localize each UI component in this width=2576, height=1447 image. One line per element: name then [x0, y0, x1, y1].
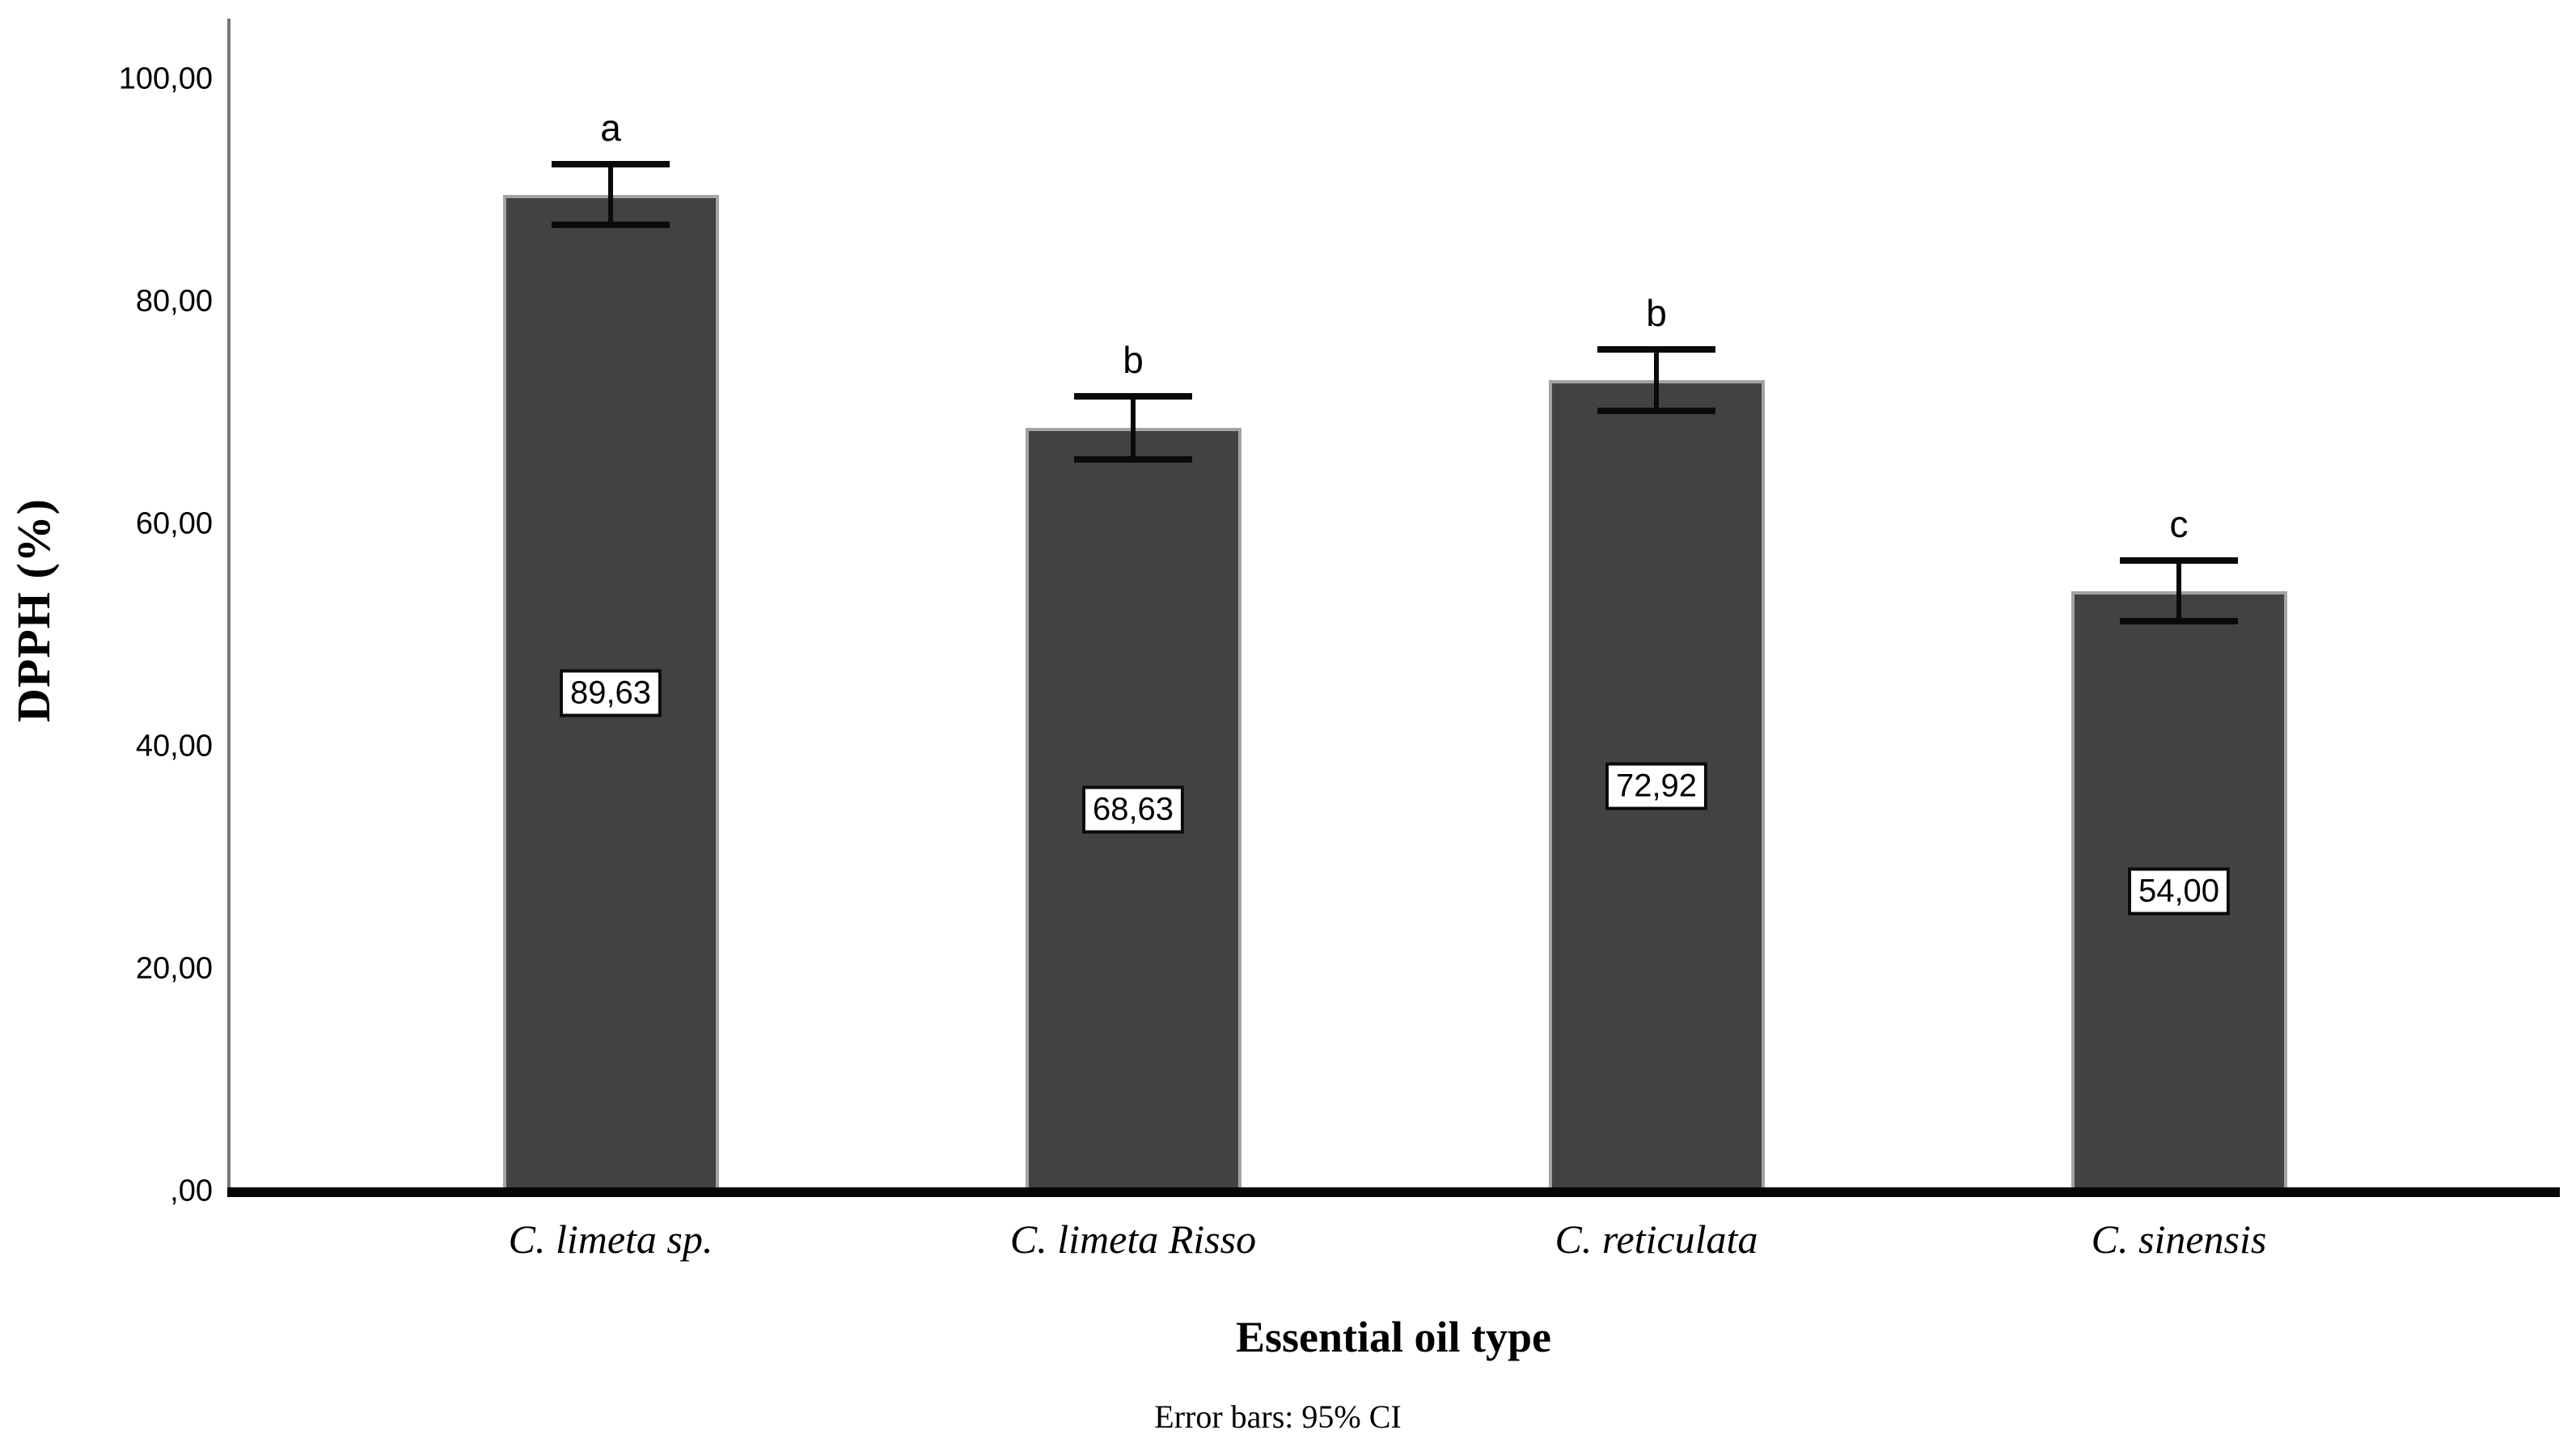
- bar-value-label: 89,63: [559, 669, 662, 717]
- bar-value-label: 54,00: [2127, 867, 2231, 916]
- y-tick-label: 100,00: [118, 61, 213, 96]
- error-bars-footnote: Error bars: 95% CI: [1154, 1398, 1402, 1435]
- significance-letter: c: [2169, 503, 2189, 546]
- error-bar-line: [608, 163, 613, 226]
- x-category-label: C. sinensis: [2091, 1216, 2267, 1262]
- error-bar-cap-top: [552, 160, 670, 167]
- x-axis-line: [227, 1187, 2560, 1197]
- bar-value-label: 68,63: [1081, 785, 1185, 834]
- error-bar-cap-bottom: [2120, 617, 2238, 624]
- x-axis-title: Essential oil type: [1235, 1313, 1552, 1361]
- error-bar-cap-top: [2120, 557, 2238, 565]
- y-tick-label: ,00: [170, 1174, 213, 1208]
- error-bar-line: [1654, 349, 1659, 411]
- y-axis-line: [227, 19, 231, 1191]
- error-bar-cap-bottom: [1074, 456, 1192, 463]
- x-category-label: C. reticulata: [1554, 1216, 1758, 1262]
- error-bar-line: [1131, 396, 1136, 460]
- significance-letter: b: [1646, 292, 1667, 335]
- x-category-label: C. limeta Risso: [1009, 1216, 1257, 1262]
- significance-letter: b: [1123, 338, 1144, 381]
- error-bar-cap-top: [1074, 392, 1192, 400]
- y-tick-label: 20,00: [135, 951, 213, 986]
- error-bar-cap-bottom: [552, 222, 670, 229]
- y-tick-label: 60,00: [135, 506, 213, 541]
- error-bar-cap-top: [1597, 346, 1715, 353]
- y-tick-label: 40,00: [135, 729, 213, 764]
- bar-value-label: 72,92: [1605, 762, 1708, 810]
- x-category-label: C. limeta sp.: [508, 1216, 713, 1262]
- error-bar-cap-bottom: [1597, 407, 1715, 414]
- significance-letter: a: [600, 106, 621, 149]
- error-bar-line: [2176, 561, 2181, 621]
- y-tick-label: 80,00: [135, 284, 213, 319]
